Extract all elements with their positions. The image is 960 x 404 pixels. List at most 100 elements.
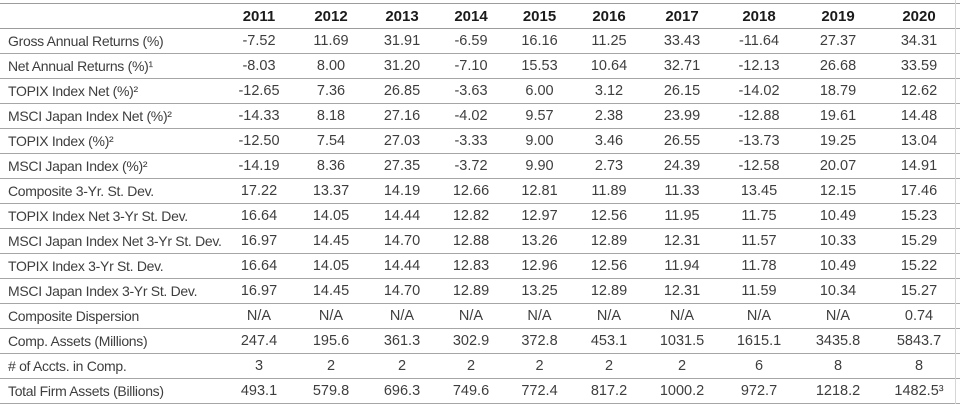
table-cell: N/A <box>644 303 720 329</box>
table-cell: -11.64 <box>720 28 798 54</box>
table-cell: -14.19 <box>223 153 295 179</box>
row-label: TOPIX Index Net (%)² <box>0 78 223 104</box>
table-cell: 12.31 <box>644 228 720 254</box>
table-cell: 3 <box>223 353 295 379</box>
table-cell: 7.36 <box>295 78 367 104</box>
table-cell: 6.00 <box>505 78 574 104</box>
table-cell: 2 <box>295 353 367 379</box>
table-cell: 2 <box>644 353 720 379</box>
table-cell: 19.25 <box>798 128 878 154</box>
table-cell: 11.95 <box>644 203 720 229</box>
row-label: MSCI Japan Index Net 3-Yr St. Dev. <box>0 228 223 254</box>
table-cell: 15.29 <box>878 228 960 254</box>
table-cell: 11.94 <box>644 253 720 279</box>
year-header: 2017 <box>644 3 720 29</box>
table-row: # of Accts. in Comp. 3 2 2 2 2 2 2 6 8 8 <box>0 353 960 379</box>
table-cell: 1031.5 <box>644 328 720 354</box>
table-cell: 817.2 <box>574 378 644 404</box>
table-cell: 2 <box>505 353 574 379</box>
table-cell: 12.31 <box>644 278 720 304</box>
table-cell: 16.97 <box>223 278 295 304</box>
year-header: 2011 <box>223 3 295 29</box>
table-cell: -6.59 <box>437 28 505 54</box>
table-cell: 31.91 <box>367 28 437 54</box>
table-cell: 1218.2 <box>798 378 878 404</box>
table-cell: 20.07 <box>798 153 878 179</box>
table-cell: -14.33 <box>223 103 295 129</box>
table-cell: 17.46 <box>878 178 960 204</box>
table-cell: -7.10 <box>437 53 505 79</box>
table-row: MSCI Japan Index Net 3-Yr St. Dev. 16.97 1… <box>0 228 960 254</box>
table-cell: 8 <box>798 353 878 379</box>
table-cell: 15.27 <box>878 278 960 304</box>
table-cell: 13.26 <box>505 228 574 254</box>
table-cell: 12.89 <box>437 278 505 304</box>
row-label: MSCI Japan Index (%)² <box>0 153 223 179</box>
row-label: Net Annual Returns (%)¹ <box>0 53 223 79</box>
table-header-row: 2011 2012 2013 2014 2015 2016 2017 2018 2019 2020 <box>0 3 960 29</box>
table-cell: 7.54 <box>295 128 367 154</box>
table-cell: 2.38 <box>574 103 644 129</box>
table-cell: 11.33 <box>644 178 720 204</box>
row-label: TOPIX Index (%)² <box>0 128 223 154</box>
table-cell: N/A <box>505 303 574 329</box>
table-cell: 11.78 <box>720 253 798 279</box>
table-cell: -4.02 <box>437 103 505 129</box>
table-cell: 15.23 <box>878 203 960 229</box>
table-cell: 9.90 <box>505 153 574 179</box>
row-label: Composite 3-Yr. St. Dev. <box>0 178 223 204</box>
table-cell: -14.02 <box>720 78 798 104</box>
table-cell: 14.45 <box>295 228 367 254</box>
table-cell: 15.22 <box>878 253 960 279</box>
table-cell: -3.33 <box>437 128 505 154</box>
row-label: Comp. Assets (Millions) <box>0 328 223 354</box>
table-cell: 453.1 <box>574 328 644 354</box>
table-cell: 972.7 <box>720 378 798 404</box>
table-row: TOPIX Index (%)² -12.50 7.54 27.03 -3.33 9.00… <box>0 128 960 154</box>
table-cell: 9.00 <box>505 128 574 154</box>
table-cell: 12.56 <box>574 253 644 279</box>
table-cell: -12.88 <box>720 103 798 129</box>
table-row: Composite 3-Yr. St. Dev. 17.22 13.37 14.19 1… <box>0 178 960 204</box>
table-cell: 11.69 <box>295 28 367 54</box>
table-cell: 2.73 <box>574 153 644 179</box>
table-cell: 26.55 <box>644 128 720 154</box>
row-label: TOPIX Index 3-Yr St. Dev. <box>0 253 223 279</box>
table-cell: 12.88 <box>437 228 505 254</box>
table-cell: 12.66 <box>437 178 505 204</box>
table-cell: 772.4 <box>505 378 574 404</box>
table-cell: N/A <box>798 303 878 329</box>
table-cell: 11.59 <box>720 278 798 304</box>
table-body: Gross Annual Returns (%) -7.52 11.69 31.91-… <box>0 28 960 404</box>
table-cell: 6 <box>720 353 798 379</box>
table-cell: 10.64 <box>574 53 644 79</box>
table-cell: 2 <box>367 353 437 379</box>
table-cell: N/A <box>574 303 644 329</box>
table-row: Total Firm Assets (Billions) 493.1 579.8 69… <box>0 378 960 404</box>
table-cell: 34.31 <box>878 28 960 54</box>
table-cell: 493.1 <box>223 378 295 404</box>
table-cell: 3435.8 <box>798 328 878 354</box>
table-cell: 26.68 <box>798 53 878 79</box>
table-cell: 33.59 <box>878 53 960 79</box>
table-cell: 12.56 <box>574 203 644 229</box>
table-cell: 12.89 <box>574 278 644 304</box>
table-cell: 10.34 <box>798 278 878 304</box>
table-cell: 14.05 <box>295 253 367 279</box>
table-cell: 14.44 <box>367 203 437 229</box>
row-label: MSCI Japan Index Net (%)² <box>0 103 223 129</box>
table-row: Comp. Assets (Millions) 247.4 195.6 361.3 30… <box>0 328 960 354</box>
table-cell: 14.48 <box>878 103 960 129</box>
table-cell: 3.46 <box>574 128 644 154</box>
table-cell: 8.36 <box>295 153 367 179</box>
table-cell: N/A <box>295 303 367 329</box>
table-row: Composite Dispersion N/A N/A N/A N/A N/A N/A N/… <box>0 303 960 329</box>
table-cell: 8.18 <box>295 103 367 129</box>
table-cell: 13.37 <box>295 178 367 204</box>
table-cell: -13.73 <box>720 128 798 154</box>
row-label: Composite Dispersion <box>0 303 223 329</box>
table-cell: 12.96 <box>505 253 574 279</box>
table-cell: 15.53 <box>505 53 574 79</box>
table-cell: 13.45 <box>720 178 798 204</box>
